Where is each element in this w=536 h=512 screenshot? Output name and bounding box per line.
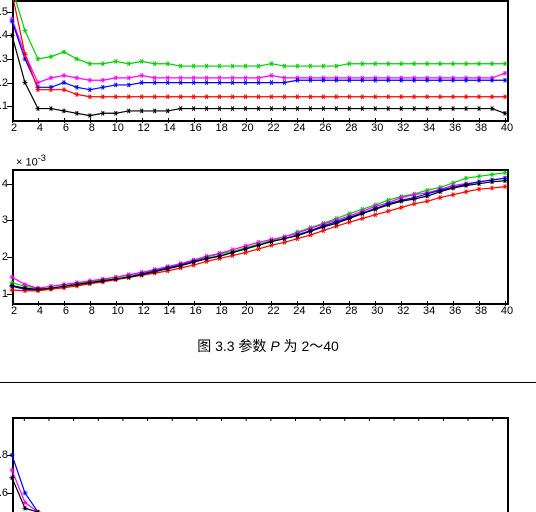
chart3-plot	[12, 417, 505, 512]
x-tick-label: 14	[160, 122, 180, 134]
x-tick-label: 2	[4, 122, 24, 134]
caption-suffix: 为 2～40	[280, 338, 339, 354]
x-tick-label: 36	[445, 305, 465, 317]
x-tick-label: 20	[238, 305, 258, 317]
x-tick-label: 40	[497, 122, 517, 134]
x-tick-label: 18	[212, 122, 232, 134]
x-tick-label: 2	[4, 305, 24, 317]
x-tick-label: 16	[186, 122, 206, 134]
figure-caption: 图 3.3 参数 P 为 2～40	[0, 336, 536, 356]
x-tick-label: 10	[108, 122, 128, 134]
x-tick-label: 38	[471, 122, 491, 134]
x-tick-label: 26	[315, 122, 335, 134]
x-tick-label: 22	[263, 122, 283, 134]
y-tick-label: 0.3	[0, 53, 8, 65]
exp-prefix: × 10	[16, 157, 38, 169]
y-tick-label: 0.1	[0, 100, 8, 112]
x-tick-label: 8	[82, 305, 102, 317]
x-tick-label: 40	[497, 305, 517, 317]
x-tick-label: 4	[30, 305, 50, 317]
caption-prefix: 图 3.3 参数	[197, 338, 270, 354]
x-tick-label: 36	[445, 122, 465, 134]
x-tick-label: 38	[471, 305, 491, 317]
x-tick-label: 24	[289, 305, 309, 317]
y-tick-label: 4	[0, 178, 8, 190]
y-tick-label: 1	[0, 288, 8, 300]
x-tick-label: 30	[367, 122, 387, 134]
caption-var: P	[270, 338, 279, 354]
y-tick-label: 0.5	[0, 6, 8, 18]
x-tick-label: 30	[367, 305, 387, 317]
y-tick-label: 0.6	[0, 487, 8, 499]
x-tick-label: 34	[419, 305, 439, 317]
chart2-exponent-label: × 10-3	[16, 153, 46, 169]
x-tick-label: 8	[82, 122, 102, 134]
chart1-plot	[12, 0, 505, 118]
exp-value: -3	[38, 153, 46, 163]
x-tick-label: 18	[212, 305, 232, 317]
y-tick-label: 0.2	[0, 77, 8, 89]
x-tick-label: 22	[263, 305, 283, 317]
x-tick-label: 14	[160, 305, 180, 317]
y-tick-label: 0.4	[0, 29, 8, 41]
chart2-plot	[12, 169, 505, 301]
x-tick-label: 20	[238, 122, 258, 134]
x-tick-label: 28	[341, 122, 361, 134]
x-tick-label: 4	[30, 122, 50, 134]
y-tick-label: 2	[0, 251, 8, 263]
x-tick-label: 12	[134, 305, 154, 317]
x-tick-label: 32	[393, 305, 413, 317]
x-tick-label: 24	[289, 122, 309, 134]
x-tick-label: 16	[186, 305, 206, 317]
x-tick-label: 32	[393, 122, 413, 134]
x-tick-label: 28	[341, 305, 361, 317]
y-tick-label: 3	[0, 214, 8, 226]
x-tick-label: 10	[108, 305, 128, 317]
y-tick-label: 0.8	[0, 449, 8, 461]
x-tick-label: 6	[56, 305, 76, 317]
x-tick-label: 6	[56, 122, 76, 134]
page-rule	[0, 382, 536, 383]
x-tick-label: 12	[134, 122, 154, 134]
x-tick-label: 26	[315, 305, 335, 317]
x-tick-label: 34	[419, 122, 439, 134]
